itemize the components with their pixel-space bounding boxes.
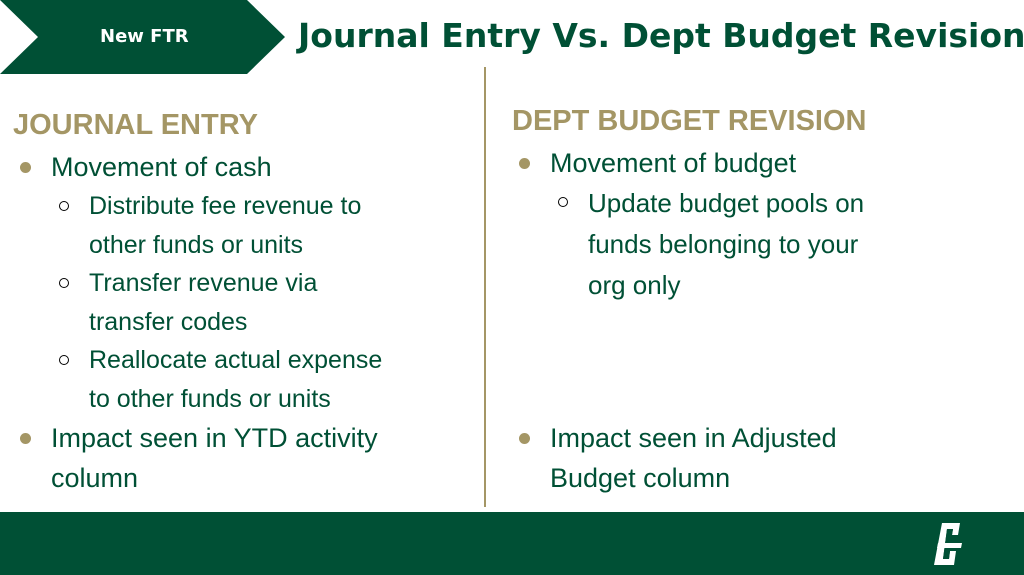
sub-bullet-reallocate-expense: Reallocate actual expense to other funds… — [13, 341, 473, 418]
dept-budget-revision-heading: DEPT BUDGET REVISION — [512, 105, 867, 137]
sub-bullet-line: Reallocate actual expense — [89, 346, 383, 374]
bullet-line: Impact seen in Adjusted — [550, 423, 837, 453]
banner-label: New FTR — [100, 26, 189, 47]
bullet-line: Budget column — [550, 463, 731, 493]
sub-bullet-line: to other funds or units — [89, 384, 331, 413]
bullet-dot-icon — [20, 162, 31, 173]
sub-bullet-line: org only — [588, 270, 681, 300]
bullet-dot-icon — [519, 433, 530, 444]
journal-entry-column: JOURNAL ENTRY Movement of cash Distribut… — [13, 107, 473, 498]
bullet-movement-of-budget: Movement of budget — [512, 143, 1012, 183]
sub-bullet-distribute-fee: Distribute fee revenue to other funds or… — [13, 187, 473, 264]
bullet-ring-icon — [59, 278, 69, 288]
sub-bullet-line: transfer codes — [89, 307, 248, 336]
sub-bullet-update-budget-pools: Update budget pools on funds belonging t… — [512, 183, 1012, 306]
column-divider — [484, 67, 486, 507]
bullet-ring-icon — [59, 201, 69, 211]
banner — [0, 0, 285, 74]
bullet-impact-adjusted: Impact seen in Adjusted Budget column — [512, 418, 1012, 498]
dept-budget-revision-column: DEPT BUDGET REVISION Movement of budget … — [512, 103, 1012, 498]
sub-bullet-line: other funds or units — [89, 230, 304, 259]
charlotte-c-logo-icon — [934, 523, 962, 565]
sub-bullet-line: Distribute fee revenue to — [89, 192, 362, 220]
bullet-ring-icon — [59, 355, 69, 365]
bullet-text: Movement of cash — [51, 152, 272, 182]
bullet-line: Impact seen in YTD activity — [51, 423, 378, 453]
slide-title: Journal Entry Vs. Dept Budget Revision — [298, 16, 1024, 55]
bullet-movement-of-cash: Movement of cash — [13, 147, 473, 187]
bullet-dot-icon — [519, 158, 530, 169]
journal-entry-heading: JOURNAL ENTRY — [13, 109, 258, 141]
sub-bullet-line: Update budget pools on — [588, 188, 865, 218]
bullet-text: Movement of budget — [550, 148, 797, 178]
bullet-line: column — [51, 463, 139, 493]
footer-bar — [0, 512, 1024, 575]
bullet-ring-icon — [558, 197, 568, 207]
bullet-impact-ytd: Impact seen in YTD activity column — [13, 418, 473, 498]
sub-bullet-line: Transfer revenue via — [89, 269, 318, 297]
bullet-dot-icon — [20, 433, 31, 444]
sub-bullet-transfer-revenue: Transfer revenue via transfer codes — [13, 264, 473, 341]
sub-bullet-line: funds belonging to your — [588, 229, 859, 259]
